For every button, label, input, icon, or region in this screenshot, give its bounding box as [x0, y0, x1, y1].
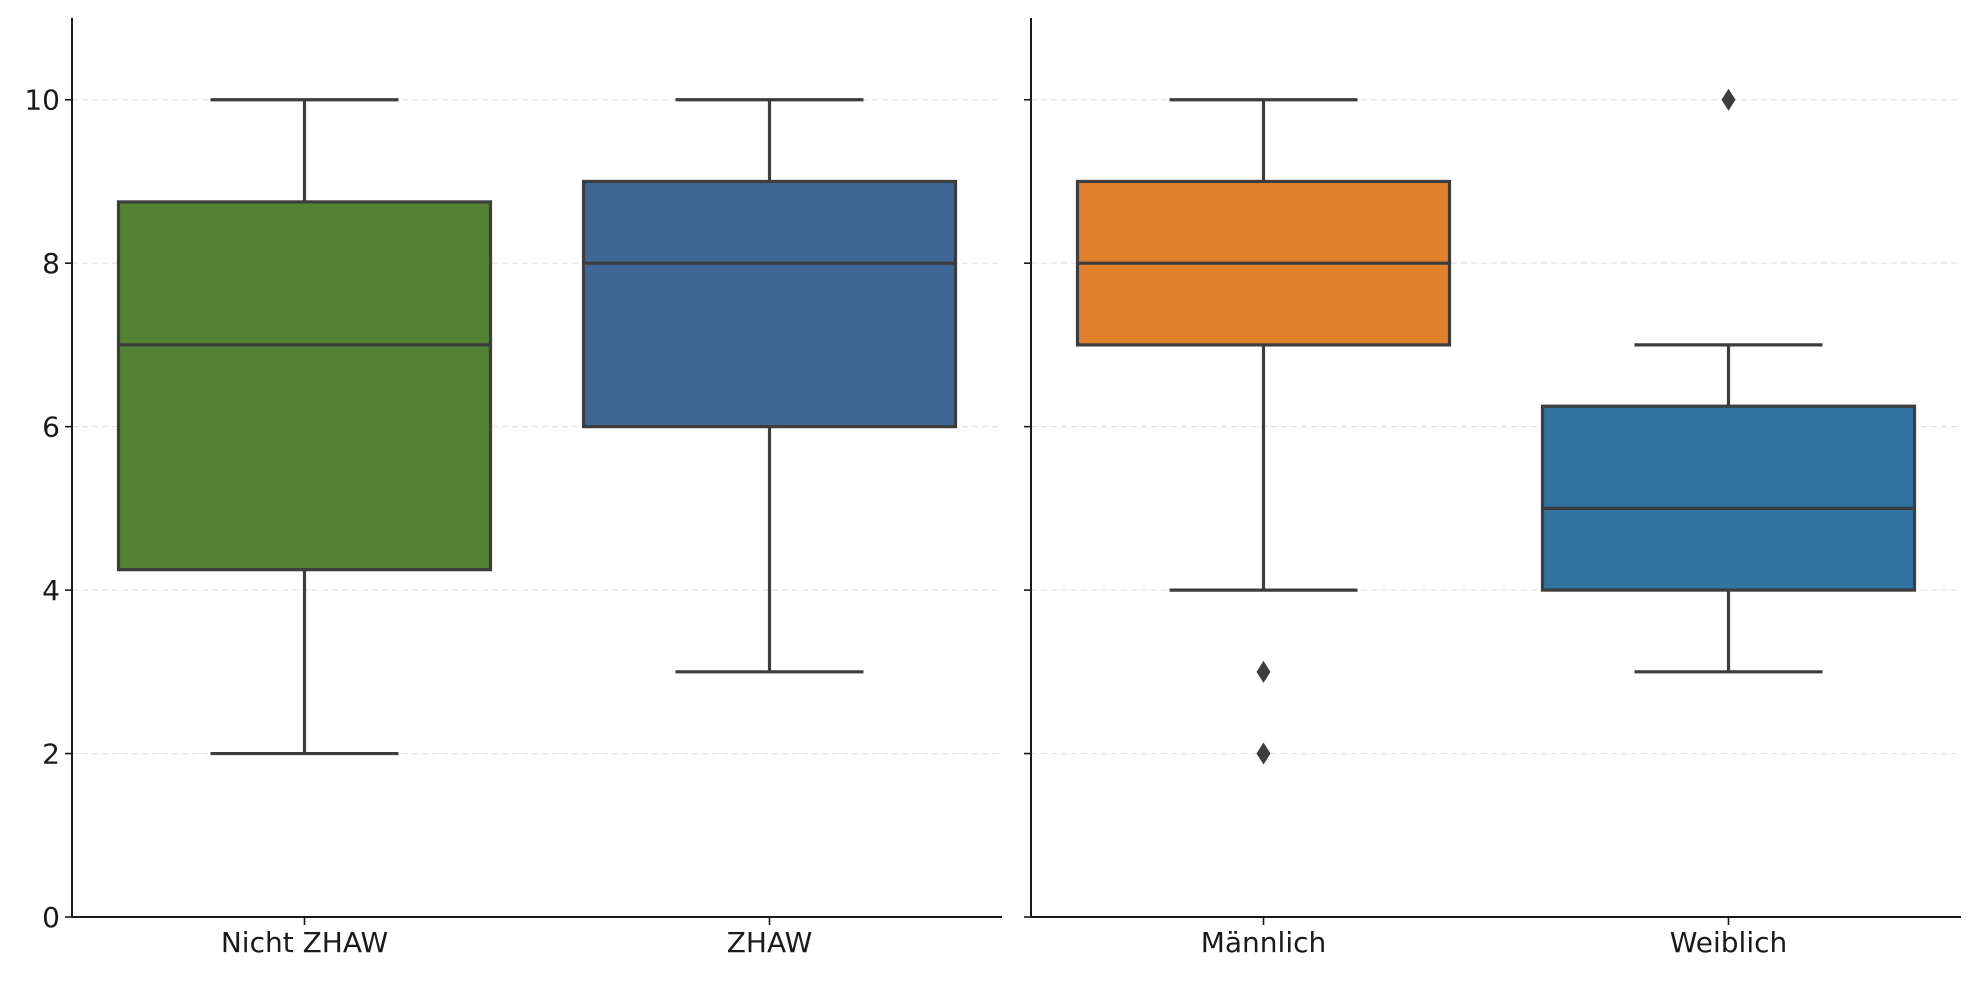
x-tick-label: Nicht ZHAW — [221, 926, 388, 959]
chart-panel-2: Männlich Weiblich — [1024, 18, 1961, 959]
outlier-point — [1256, 742, 1271, 765]
y-tick-label: 2 — [42, 738, 60, 771]
x-tick-label: Weiblich — [1670, 926, 1788, 959]
box-nicht-zhaw — [116, 98, 493, 756]
x-tick-label: Männlich — [1201, 926, 1327, 959]
box-weiblich — [1540, 88, 1917, 674]
chart-panel-1: 0 2 4 6 8 10 Nicht ZHAW ZHAW — [24, 18, 1002, 959]
outlier-point — [1256, 660, 1271, 683]
y-tick-label: 10 — [24, 84, 60, 117]
x-tick-label: ZHAW — [727, 926, 813, 959]
y-tick-label: 6 — [42, 411, 60, 444]
box-zhaw — [581, 98, 958, 674]
outlier-point — [1721, 88, 1736, 111]
box-iqr — [1540, 404, 1917, 592]
y-tick-label: 0 — [42, 901, 60, 934]
y-tick-label: 8 — [42, 247, 60, 280]
box-iqr — [581, 179, 958, 429]
box-männlich — [1075, 98, 1452, 765]
box-iqr — [116, 200, 493, 572]
y-tick-label: 4 — [42, 574, 60, 607]
